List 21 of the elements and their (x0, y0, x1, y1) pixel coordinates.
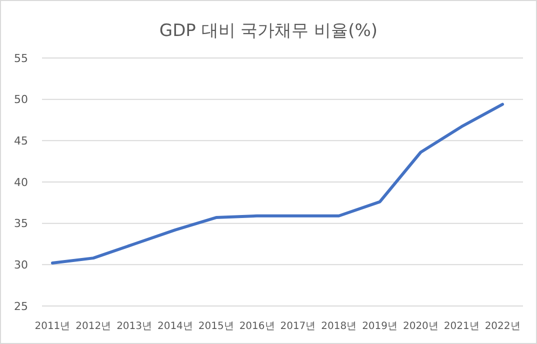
y-tick-label: 45 (14, 134, 28, 148)
line-series (50, 102, 504, 265)
x-tick-label: 2020년 (402, 321, 438, 332)
x-tick-label: 2017년 (280, 321, 316, 332)
y-tick-label: 40 (14, 176, 28, 189)
x-tick-label: 2015년 (198, 321, 234, 332)
y-tick-label: 35 (14, 217, 28, 230)
y-tick-label: 30 (14, 258, 28, 272)
chart-title: GDP 대비 국가채무 비율(%) (159, 21, 378, 41)
x-tick-label: 2018년 (321, 321, 357, 332)
x-tick-label: 2016년 (239, 321, 275, 332)
x-tick-label: 2019년 (362, 321, 398, 332)
x-tick-label: 2021년 (444, 321, 480, 332)
x-tick-label: 2012년 (76, 321, 112, 332)
y-tick-label: 25 (14, 300, 28, 313)
y-tick-label: 55 (14, 52, 28, 65)
x-tick-label: 2011년 (34, 321, 70, 332)
x-tick-label: 2013년 (116, 321, 152, 332)
y-tick-label: 50 (14, 93, 28, 106)
x-tick-label: 2014년 (157, 321, 193, 332)
x-tick-label: 2022년 (484, 321, 520, 332)
